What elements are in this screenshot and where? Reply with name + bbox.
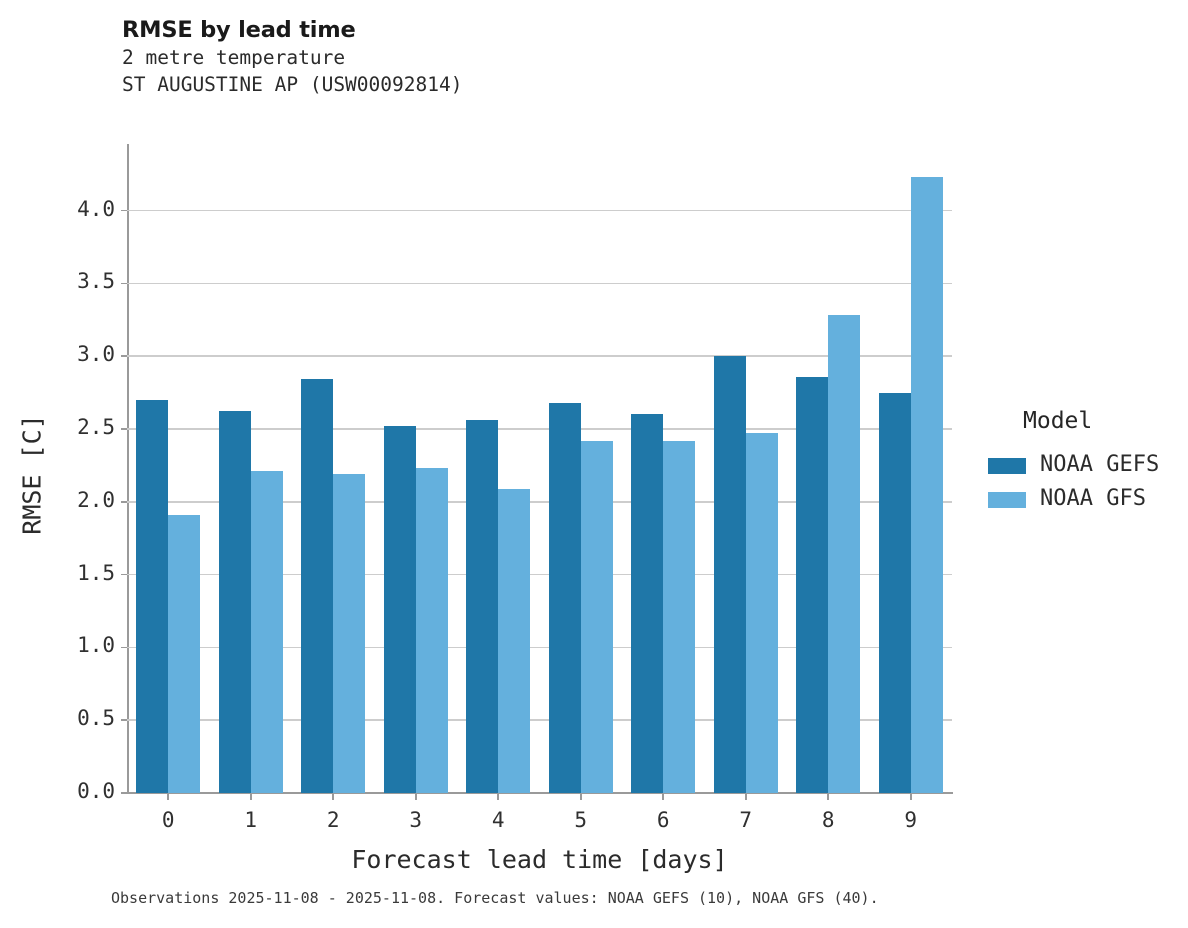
x-tick-label: 6 (656, 808, 670, 832)
bar[interactable] (548, 402, 581, 793)
gridline (127, 573, 952, 576)
x-tick-mark (332, 794, 335, 800)
bar[interactable] (168, 514, 200, 793)
y-tick-label: 0.0 (77, 779, 115, 803)
x-tick-label: 4 (491, 808, 505, 832)
bar[interactable] (713, 356, 746, 793)
y-tick-mark (121, 573, 127, 576)
legend-title: Model (1023, 408, 1093, 434)
y-tick-label: 1.5 (77, 560, 115, 585)
x-tick-mark (497, 794, 500, 800)
x-tick-mark (249, 794, 252, 800)
x-tick-label: 5 (574, 808, 588, 832)
footnote: Observations 2025-11-08 - 2025-11-08. Fo… (111, 889, 879, 907)
gridline (127, 209, 952, 212)
chart-subtitle-station: ST AUGUSTINE AP (USW00092814) (122, 73, 463, 96)
bar[interactable] (498, 488, 530, 793)
gridline (127, 500, 952, 503)
y-tick-label: 2.0 (77, 487, 115, 512)
y-tick-label: 3.5 (77, 269, 115, 294)
x-tick-label: 9 (904, 808, 918, 832)
x-tick-mark (827, 794, 830, 800)
bar[interactable] (910, 177, 943, 793)
y-tick-mark (121, 282, 127, 285)
y-tick-mark (121, 719, 127, 721)
x-tick-mark (414, 794, 417, 800)
x-tick-label: 8 (821, 808, 835, 832)
y-tick-mark (121, 792, 127, 794)
bar[interactable] (878, 392, 911, 793)
y-tick-mark (121, 428, 127, 430)
x-tick-mark (744, 794, 747, 800)
bar[interactable] (301, 379, 334, 793)
y-tick-mark (121, 500, 127, 503)
y-tick-label: 0.5 (77, 706, 115, 731)
bar[interactable] (218, 411, 251, 793)
y-tick-mark (121, 646, 127, 649)
bar[interactable] (745, 433, 778, 793)
bar[interactable] (580, 440, 613, 793)
x-axis-title: Forecast lead time [days] (351, 845, 728, 874)
x-tick-label: 3 (409, 808, 423, 832)
legend-swatch-icon (988, 492, 1026, 508)
x-tick-mark (167, 794, 170, 800)
y-tick-label: 1.0 (77, 633, 115, 658)
page-title: RMSE by lead time (122, 17, 356, 43)
gridline (127, 719, 952, 721)
gridline (127, 428, 952, 430)
x-tick-mark (579, 794, 582, 800)
gridline (127, 646, 952, 649)
y-tick-label: 4.0 (77, 196, 115, 221)
y-axis-title: RMSE [C] (17, 414, 47, 535)
bar[interactable] (333, 474, 365, 793)
x-axis-line (126, 792, 953, 795)
y-tick-label: 3.0 (77, 342, 115, 367)
x-tick-label: 1 (244, 808, 258, 832)
bar[interactable] (415, 468, 448, 793)
y-axis-line (127, 144, 129, 794)
y-tick-label: 2.5 (77, 414, 115, 439)
y-tick-mark (121, 209, 127, 212)
chart-subtitle-variable: 2 metre temperature (122, 46, 346, 69)
gridline (127, 355, 952, 357)
x-tick-label: 2 (326, 808, 340, 832)
bar[interactable] (466, 420, 499, 793)
x-tick-mark (662, 794, 665, 800)
legend-label: NOAA GFS (1040, 486, 1146, 511)
bar[interactable] (250, 471, 283, 793)
bar[interactable] (828, 315, 860, 793)
y-tick-mark (121, 355, 127, 357)
bar[interactable] (796, 376, 829, 793)
plot-area (127, 145, 952, 793)
bar[interactable] (663, 440, 695, 793)
x-tick-mark (909, 794, 912, 800)
x-tick-label: 0 (161, 808, 175, 832)
gridline (127, 282, 952, 285)
bar[interactable] (631, 414, 664, 793)
title-block: RMSE by lead time 2 metre temperature ST… (122, 16, 922, 98)
x-tick-label: 7 (739, 808, 753, 832)
legend-label: NOAA GEFS (1040, 452, 1160, 477)
bar[interactable] (383, 426, 416, 793)
bar[interactable] (136, 399, 169, 793)
legend-swatch-icon (988, 458, 1026, 474)
